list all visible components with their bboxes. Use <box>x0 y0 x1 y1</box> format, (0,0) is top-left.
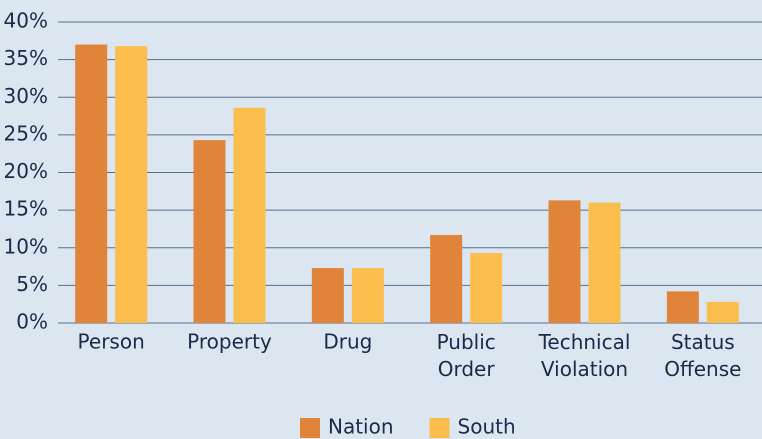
legend-swatch <box>300 418 320 438</box>
y-tick-label: 15% <box>4 197 48 221</box>
y-tick-label: 10% <box>4 234 48 258</box>
bar <box>115 46 148 323</box>
y-tick-label: 35% <box>4 46 48 70</box>
x-tick-label: Public Order <box>437 330 496 381</box>
bar <box>470 253 503 323</box>
bar <box>193 140 226 323</box>
x-tick-label: Technical Violation <box>538 330 631 381</box>
bar <box>548 200 581 323</box>
bar <box>706 301 739 323</box>
legend-label: Nation <box>328 415 394 439</box>
x-tick-label: Property <box>187 330 272 354</box>
legend-swatch <box>429 418 450 438</box>
x-tick-label: Person <box>78 330 145 354</box>
bar <box>666 291 699 323</box>
y-tick-label: 30% <box>4 84 48 108</box>
bar <box>311 268 344 323</box>
bar <box>351 268 384 323</box>
bar <box>588 202 621 323</box>
y-tick-label: 40% <box>4 9 48 33</box>
y-tick-label: 5% <box>16 272 48 296</box>
y-tick-label: 0% <box>16 310 48 334</box>
legend-label: South <box>458 415 516 439</box>
x-tick-label: Status Offense <box>664 330 741 381</box>
y-tick-label: 25% <box>4 121 48 145</box>
x-tick-label: Drug <box>323 330 372 354</box>
bar <box>75 44 108 323</box>
y-tick-label: 20% <box>4 159 48 183</box>
bar <box>430 234 463 323</box>
bar <box>233 107 266 323</box>
